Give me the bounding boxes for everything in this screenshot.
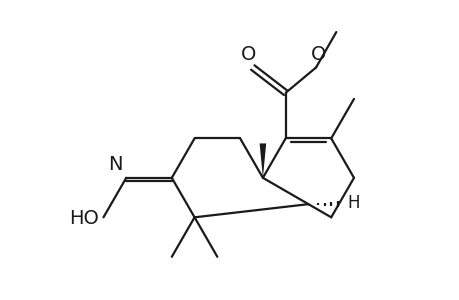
- Polygon shape: [259, 143, 266, 178]
- Text: N: N: [107, 155, 122, 174]
- Text: O: O: [310, 45, 325, 64]
- Text: H: H: [347, 194, 359, 212]
- Text: HO: HO: [69, 209, 99, 228]
- Text: O: O: [241, 45, 256, 64]
